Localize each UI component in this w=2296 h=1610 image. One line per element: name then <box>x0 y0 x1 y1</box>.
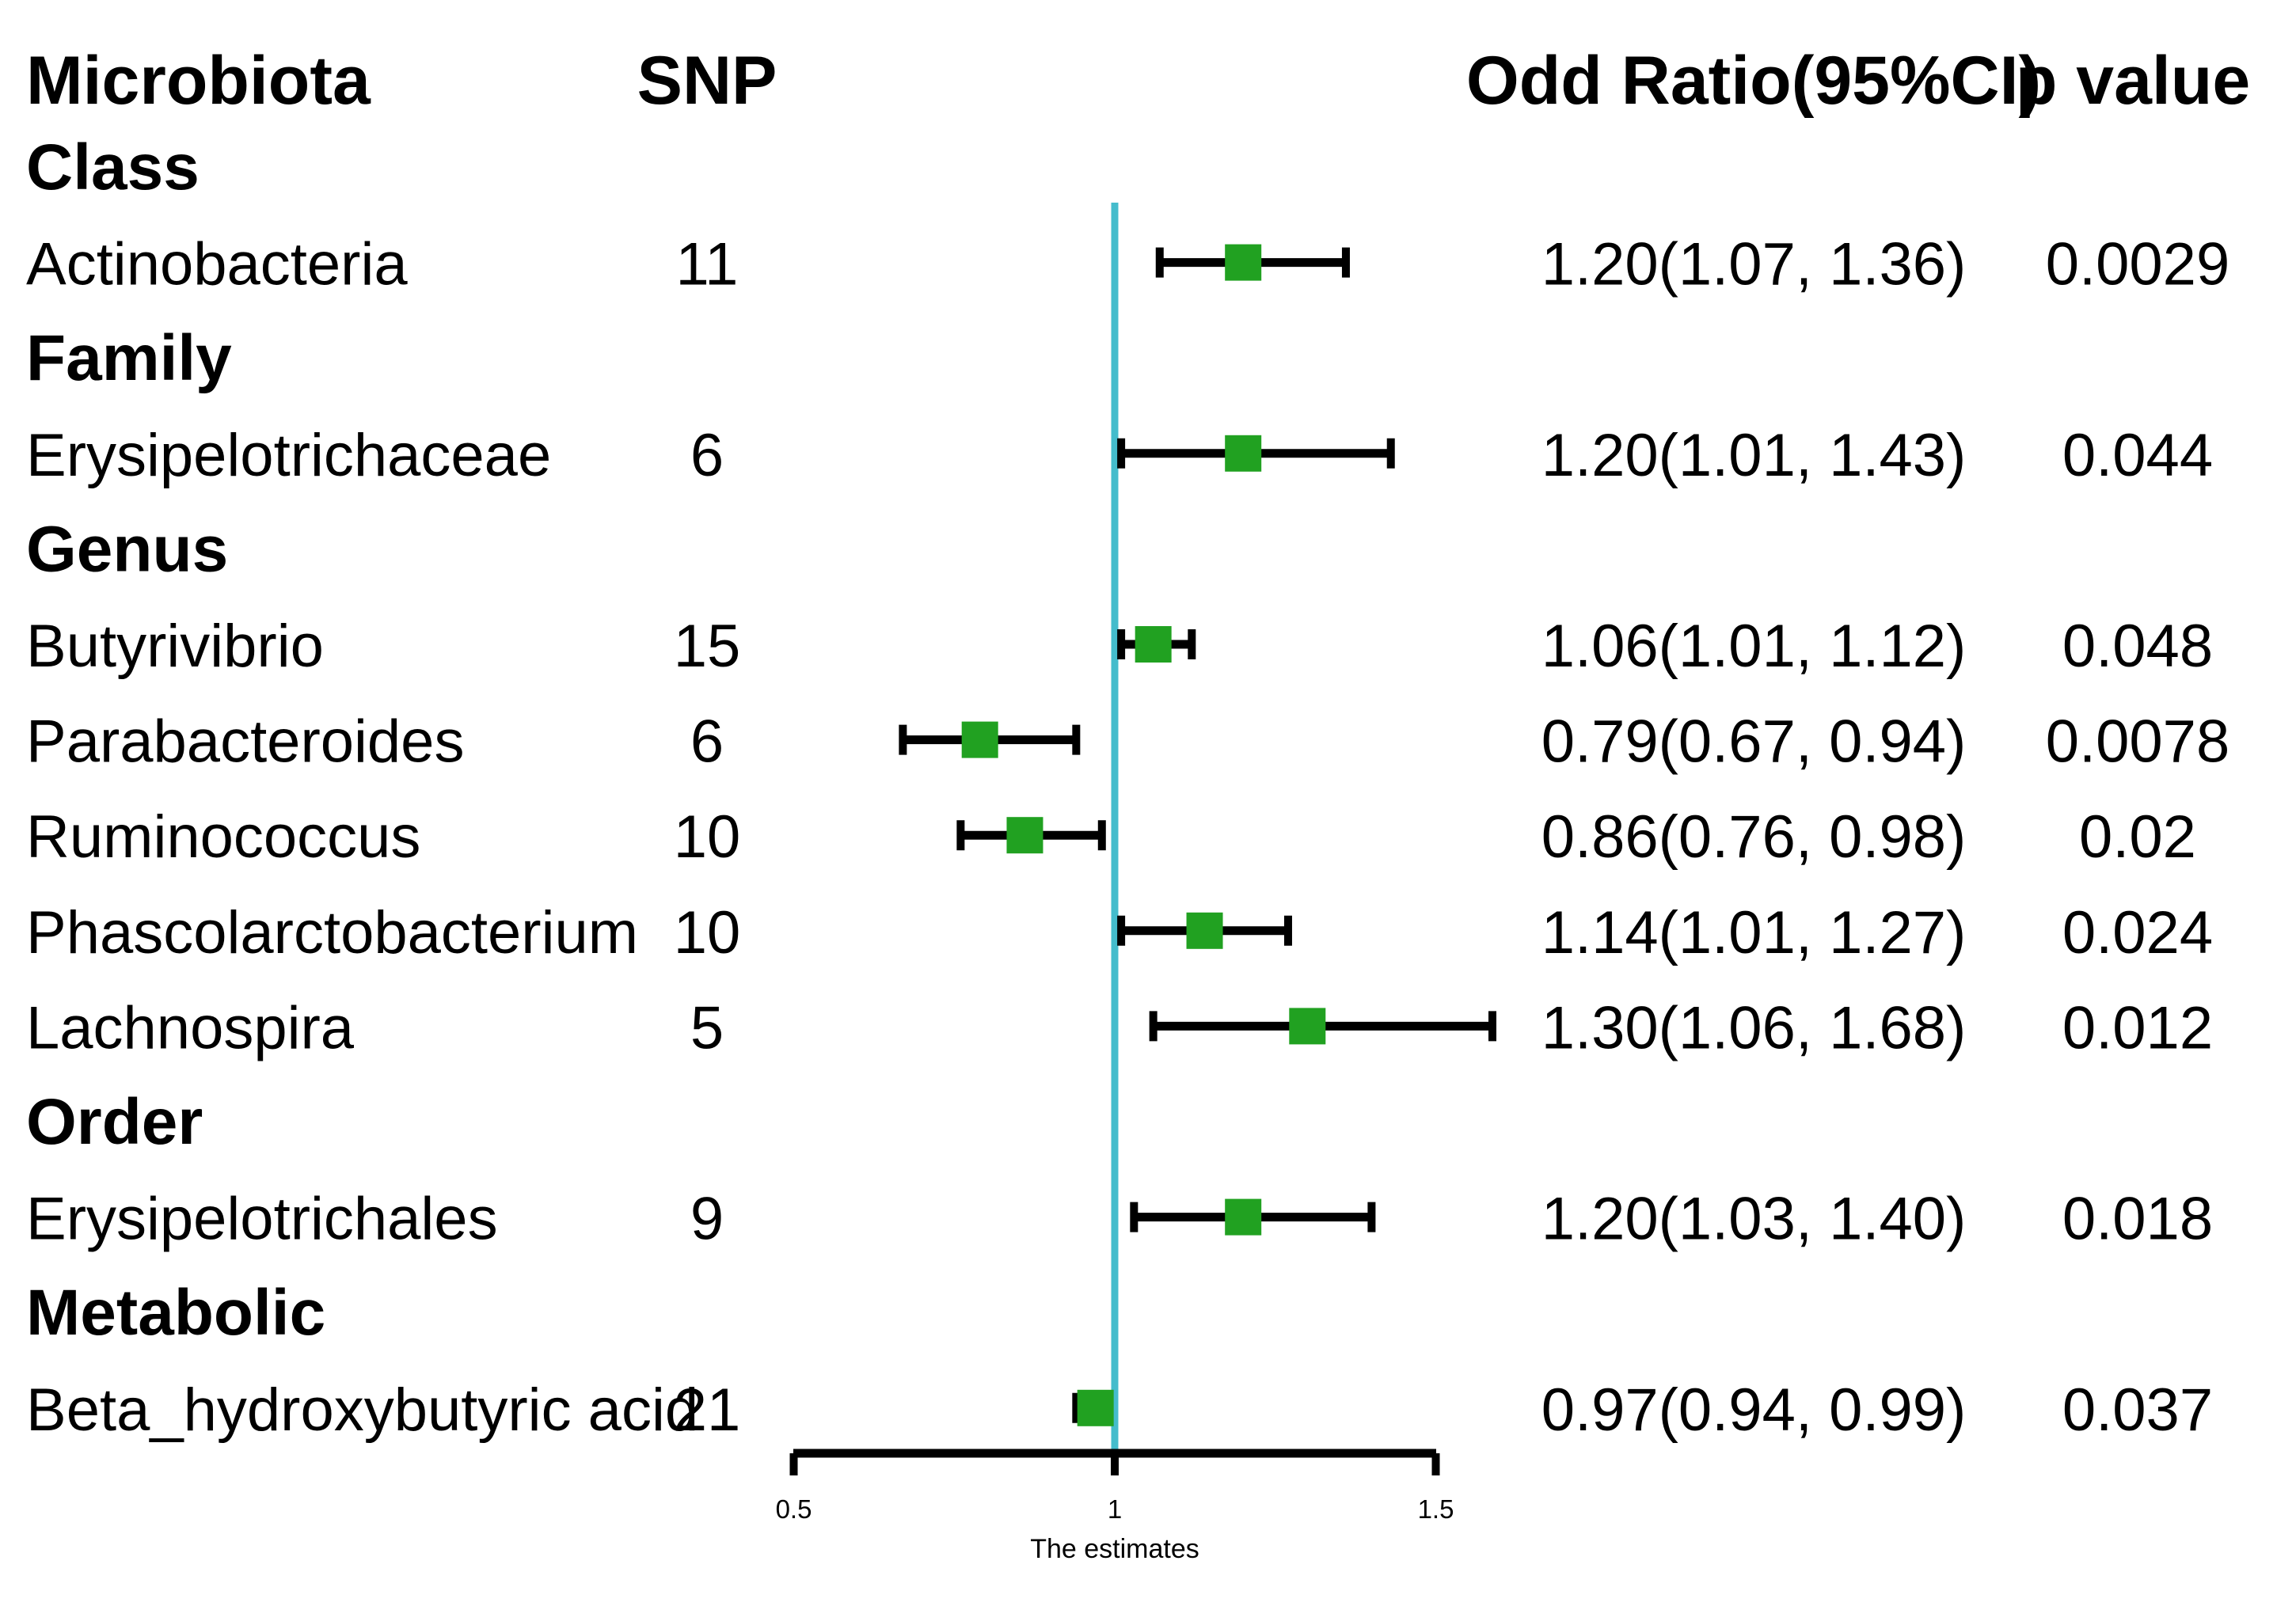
or-box <box>961 721 998 758</box>
p-value-text: 0.0029 <box>2046 231 2229 298</box>
or-ci-text: 1.20(1.07, 1.36) <box>1541 231 1967 298</box>
row-label: Ruminococcus <box>26 803 420 871</box>
column-header-p-value: p value <box>2016 43 2250 119</box>
row-label: Phascolarctobacterium <box>26 899 638 966</box>
row-label: Butyrivibrio <box>26 613 324 680</box>
or-ci-text: 0.86(0.76, 0.98) <box>1541 803 1967 871</box>
snp-count: 10 <box>674 803 741 871</box>
p-value-text: 0.044 <box>2062 422 2213 489</box>
rows-layer: Class Actinobacteria 11 1.20(1.07, 1.36) 0.0… <box>26 131 2229 1444</box>
snp-count: 15 <box>674 613 741 680</box>
x-axis-ticks: 0.5 1 1.5 <box>776 1453 1454 1524</box>
or-ci-text: 0.97(0.94, 0.99) <box>1541 1376 1967 1444</box>
snp-count: 6 <box>690 422 724 489</box>
or-box <box>1077 1389 1114 1426</box>
p-value-text: 0.0078 <box>2046 708 2229 776</box>
column-header-microbiota: Microbiota <box>26 43 371 119</box>
p-value-text: 0.012 <box>2062 994 2213 1061</box>
snp-count: 10 <box>674 899 741 966</box>
or-ci-text: 1.14(1.01, 1.27) <box>1541 899 1967 966</box>
or-box <box>1225 244 1262 281</box>
data-row: Phascolarctobacterium 10 1.14(1.01, 1.27) 0… <box>26 899 2213 966</box>
snp-count: 21 <box>674 1376 741 1444</box>
data-row: Erysipelotrichaceae 6 1.20(1.01, 1.43) 0.04… <box>26 422 2213 489</box>
data-row: Lachnospira 5 1.30(1.06, 1.68) 0.012 <box>26 994 2213 1061</box>
data-row: Parabacteroides 6 0.79(0.67, 0.94) 0.0078 <box>26 708 2229 776</box>
or-box <box>1006 817 1043 854</box>
or-ci-text: 1.30(1.06, 1.68) <box>1541 994 1967 1061</box>
or-ci-text: 1.06(1.01, 1.12) <box>1541 613 1967 680</box>
p-value-text: 0.02 <box>2079 803 2196 871</box>
row-label: Actinobacteria <box>26 231 408 298</box>
group-row: Order <box>26 1086 203 1158</box>
group-row: Class <box>26 131 200 203</box>
x-axis-tick-label: 1 <box>1108 1494 1122 1524</box>
group-label: Order <box>26 1086 203 1158</box>
row-label: Erysipelotrichaceae <box>26 422 551 489</box>
group-row: Family <box>26 322 232 394</box>
or-box <box>1186 912 1223 949</box>
x-axis-title: The estimates <box>1030 1534 1199 1564</box>
row-label: Lachnospira <box>26 994 355 1061</box>
x-axis-tick-label: 1.5 <box>1418 1494 1454 1524</box>
p-value-text: 0.048 <box>2062 613 2213 680</box>
group-label: Class <box>26 131 200 203</box>
or-box <box>1289 1008 1326 1045</box>
column-header-snp: SNP <box>637 43 777 119</box>
snp-count: 6 <box>690 708 724 776</box>
x-axis-tick-label: 0.5 <box>776 1494 812 1524</box>
column-header-odd-ratio: Odd Ratio(95%CI) <box>1466 43 2041 119</box>
p-value-text: 0.024 <box>2062 899 2213 966</box>
x-axis: 0.5 1 1.5 The estimates <box>776 1449 1454 1564</box>
data-row: Actinobacteria 11 1.20(1.07, 1.36) 0.0029 <box>26 231 2229 298</box>
or-ci-text: 1.20(1.03, 1.40) <box>1541 1186 1967 1253</box>
p-value-text: 0.037 <box>2062 1376 2213 1444</box>
snp-count: 11 <box>676 231 739 298</box>
row-label: Erysipelotrichales <box>26 1186 498 1253</box>
snp-count: 9 <box>690 1186 724 1253</box>
group-label: Family <box>26 322 232 394</box>
or-box <box>1225 1198 1262 1236</box>
snp-count: 5 <box>690 994 724 1061</box>
data-row: Butyrivibrio 15 1.06(1.01, 1.12) 0.048 <box>26 613 2213 680</box>
group-label: Genus <box>26 513 228 585</box>
or-box <box>1135 626 1172 663</box>
data-row: Erysipelotrichales 9 1.20(1.03, 1.40) 0.018 <box>26 1186 2213 1253</box>
or-ci-text: 0.79(0.67, 0.94) <box>1541 708 1967 776</box>
p-value-text: 0.018 <box>2062 1186 2213 1253</box>
group-label: Metabolic <box>26 1277 325 1349</box>
row-label: Parabacteroides <box>26 708 464 776</box>
group-row: Genus <box>26 513 228 585</box>
data-row: Ruminococcus 10 0.86(0.76, 0.98) 0.02 <box>26 803 2196 871</box>
or-box <box>1225 435 1262 472</box>
row-label: Beta_hydroxybutyric acid <box>26 1376 698 1444</box>
group-row: Metabolic <box>26 1277 325 1349</box>
or-ci-text: 1.20(1.01, 1.43) <box>1541 422 1967 489</box>
